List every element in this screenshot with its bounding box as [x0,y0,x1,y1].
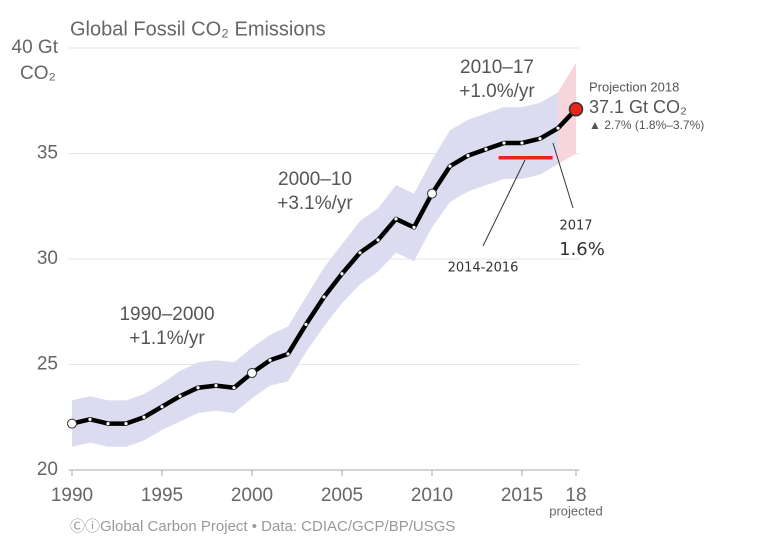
y-tick-label: 25 [37,354,58,375]
projection-band [558,62,576,165]
y-tick-label: 40 Gt [12,37,59,58]
highlight-point [427,188,437,199]
year-point [538,137,542,141]
year-point [466,154,470,158]
highlight-point [67,418,77,429]
footer: ⒸⓘGlobal Carbon Project • Data: CDIAC/GC… [70,518,455,535]
year-point [502,141,506,145]
leader-line [552,142,574,209]
year-point [376,238,380,242]
annotation: +1.1%/yr [129,328,205,349]
uncertainty-band [72,92,558,447]
x-tick-label: 1995 [141,485,183,506]
year-point [322,295,326,299]
annotation: Projection 2018 [589,79,679,94]
annotation: 2014-2016 [448,261,519,276]
year-point [232,386,236,390]
year-point [124,421,128,426]
year-point [286,352,290,356]
year-point [106,421,110,426]
annotation: 1990–2000 [119,304,214,325]
year-point [340,272,344,276]
x-tick-label: 1990 [51,485,93,506]
annotation: 37.1 Gt CO₂ [589,97,687,117]
leader-line [482,159,526,247]
year-point [394,217,398,221]
y-tick-label: 20 [37,459,58,480]
annotation: 2010–17 [460,57,534,78]
year-point [196,386,200,390]
chart-title: Global Fossil CO₂ Emissions [70,18,326,40]
year-point [142,415,146,419]
annotation: 1.6% [559,239,605,260]
annotation: 2017 [559,219,592,234]
y-tick-label: 30 [37,248,58,269]
year-point [358,251,362,255]
year-point [268,358,272,362]
x-tick-label: 2010 [411,485,453,506]
year-point [556,126,560,130]
year-point [448,164,452,168]
x-tick-label: 2005 [321,485,363,506]
year-point [160,405,164,409]
year-point [520,141,524,145]
x-tick-label: 2015 [501,485,543,506]
x-tick-label: 18 [565,485,586,506]
annotation: +1.0%/yr [459,81,535,102]
highlight-point [247,367,257,378]
year-point [304,322,308,327]
annotation: ▲ 2.7% (1.8%–3.7%) [589,118,704,132]
y-unit: CO₂ [20,63,56,84]
x-note: projected [549,503,602,518]
annotation: 2000–10 [278,169,352,190]
year-point [178,394,182,398]
year-point [484,147,488,151]
year-point [214,384,218,388]
y-tick-label: 35 [37,143,58,164]
year-point [88,417,92,421]
annotation: +3.1%/yr [277,193,353,214]
year-point [412,225,416,229]
projection-point [568,101,584,117]
x-tick-label: 2000 [231,485,273,506]
